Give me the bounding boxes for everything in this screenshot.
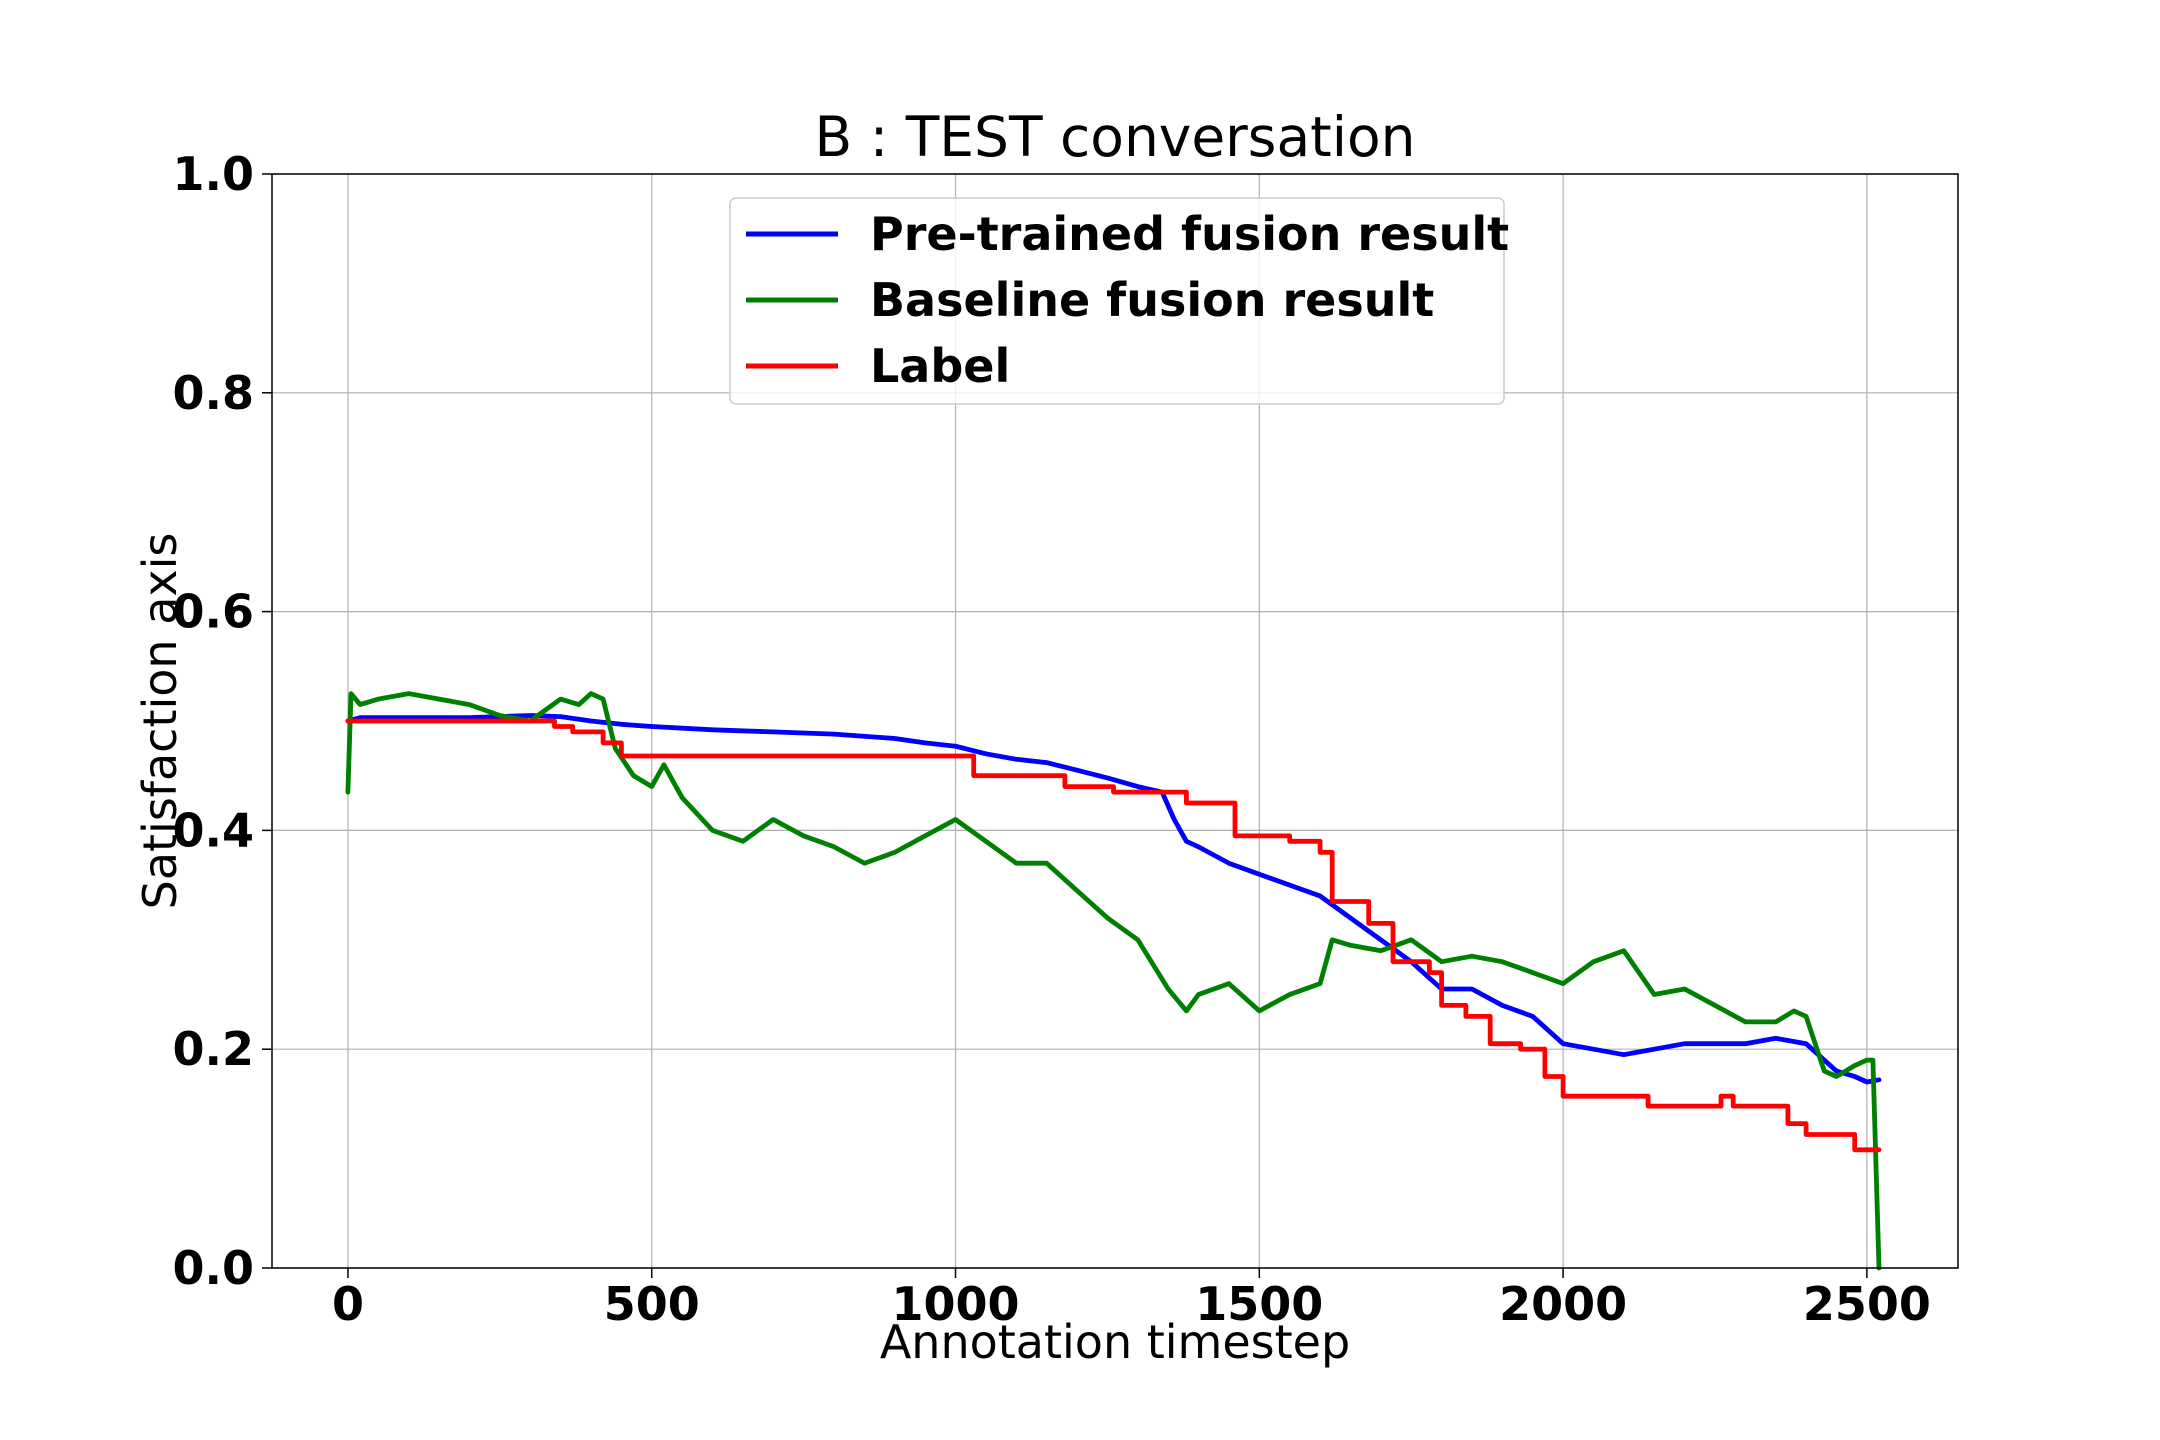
series-line-2 xyxy=(345,691,1882,1271)
axis-ticks: 0 500 1000 1500 2000 2500 0.0 0.2 0.4 0.6 0.8 1.0 xyxy=(173,147,1931,1331)
series-layer xyxy=(345,691,1882,1271)
y-tick-label: 0.8 xyxy=(173,366,255,420)
series-line-1 xyxy=(345,713,1882,1085)
series-line-3 xyxy=(345,718,1882,1153)
x-tick-label: 2000 xyxy=(1499,1277,1627,1331)
y-tick-label: 0.0 xyxy=(173,1241,255,1295)
x-tick-label: 0 xyxy=(332,1277,364,1331)
y-tick-label: 0.2 xyxy=(173,1022,255,1076)
legend-label: Label xyxy=(870,339,1010,393)
x-tick-label: 2500 xyxy=(1803,1277,1931,1331)
legend-box xyxy=(729,197,1505,405)
x-tick-label: 500 xyxy=(604,1277,700,1331)
y-tick-label: 0.4 xyxy=(173,803,255,857)
plot-frame xyxy=(271,173,1959,1269)
x-axis-title: Annotation timestep xyxy=(880,1315,1350,1369)
chart-title: B : TEST conversation xyxy=(814,105,1415,169)
y-tick-label: 1.0 xyxy=(173,147,255,201)
x-tick-label: 1500 xyxy=(1195,1277,1323,1331)
legend: Pre-trained fusion result Baseline fusion… xyxy=(729,197,1509,405)
x-tick-label: 1000 xyxy=(891,1277,1019,1331)
y-axis-title: Satisfaction axis xyxy=(133,533,187,910)
legend-label: Baseline fusion result xyxy=(870,273,1434,327)
legend-label: Pre-trained fusion result xyxy=(870,207,1509,261)
y-tick-label: 0.6 xyxy=(173,585,255,639)
